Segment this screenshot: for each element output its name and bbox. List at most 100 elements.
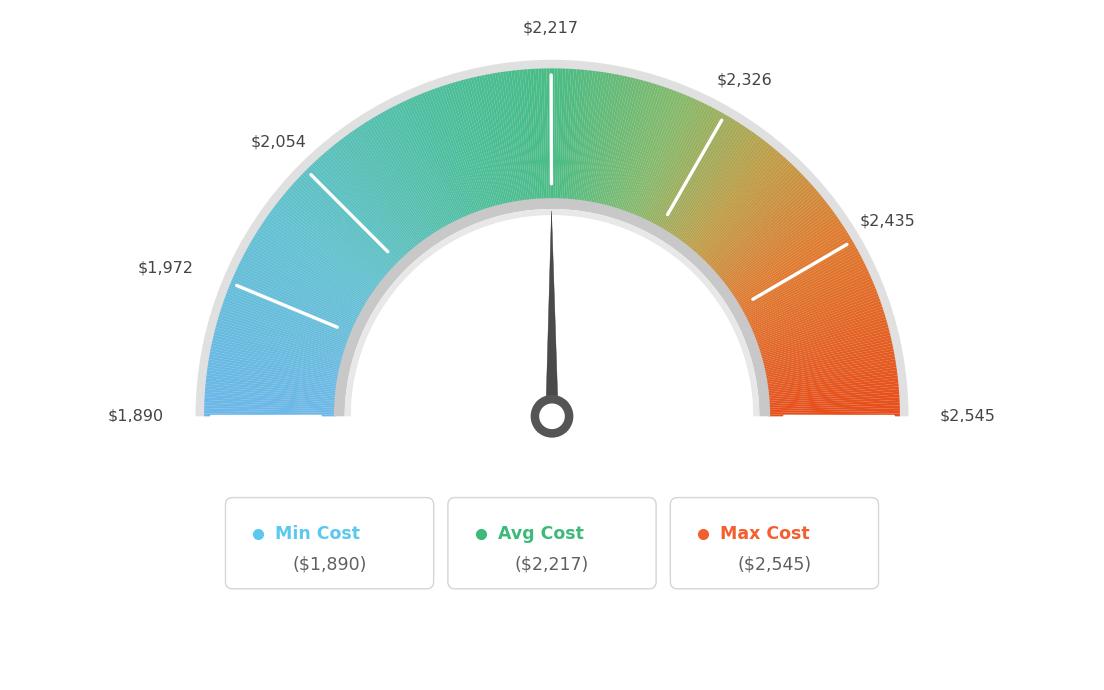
Wedge shape <box>302 172 397 266</box>
Wedge shape <box>416 95 469 217</box>
Wedge shape <box>236 268 355 326</box>
Wedge shape <box>215 327 342 362</box>
Wedge shape <box>208 367 338 388</box>
Wedge shape <box>227 288 350 338</box>
Wedge shape <box>274 205 380 286</box>
Wedge shape <box>250 241 364 309</box>
FancyBboxPatch shape <box>448 497 656 589</box>
Wedge shape <box>330 146 415 249</box>
Wedge shape <box>283 195 385 279</box>
Wedge shape <box>712 182 811 272</box>
Wedge shape <box>726 210 834 289</box>
Wedge shape <box>460 80 497 207</box>
Wedge shape <box>237 266 357 324</box>
Wedge shape <box>697 157 786 256</box>
Wedge shape <box>213 335 341 367</box>
Wedge shape <box>745 258 863 319</box>
Wedge shape <box>211 343 340 373</box>
Wedge shape <box>214 330 342 364</box>
Text: ($2,217): ($2,217) <box>514 555 590 574</box>
Wedge shape <box>581 72 601 201</box>
Wedge shape <box>729 214 837 292</box>
Wedge shape <box>204 403 336 409</box>
Wedge shape <box>628 91 678 214</box>
Wedge shape <box>365 121 437 233</box>
Wedge shape <box>380 112 446 228</box>
Wedge shape <box>742 248 858 313</box>
Wedge shape <box>208 364 338 386</box>
Wedge shape <box>468 78 501 206</box>
Wedge shape <box>422 92 473 215</box>
Wedge shape <box>571 70 585 201</box>
Wedge shape <box>241 258 359 319</box>
Wedge shape <box>533 69 542 200</box>
Wedge shape <box>766 359 895 382</box>
Wedge shape <box>404 100 461 220</box>
Wedge shape <box>768 392 900 403</box>
Wedge shape <box>647 104 708 222</box>
Wedge shape <box>617 85 659 210</box>
Wedge shape <box>669 124 743 235</box>
Wedge shape <box>535 68 543 200</box>
Wedge shape <box>768 386 899 400</box>
Wedge shape <box>354 128 431 238</box>
Wedge shape <box>624 88 670 213</box>
Wedge shape <box>204 413 336 416</box>
Text: $1,972: $1,972 <box>138 260 194 275</box>
Wedge shape <box>768 395 900 404</box>
Wedge shape <box>341 138 422 244</box>
Wedge shape <box>758 311 884 353</box>
Wedge shape <box>363 123 436 234</box>
Wedge shape <box>426 91 476 214</box>
Wedge shape <box>677 132 754 240</box>
Wedge shape <box>754 290 878 339</box>
Wedge shape <box>270 210 378 289</box>
Wedge shape <box>506 71 524 201</box>
Wedge shape <box>264 219 373 295</box>
Wedge shape <box>758 309 883 351</box>
Wedge shape <box>558 68 563 199</box>
Wedge shape <box>246 248 362 313</box>
Wedge shape <box>720 197 824 281</box>
Wedge shape <box>649 105 710 223</box>
Wedge shape <box>432 89 478 213</box>
Wedge shape <box>722 201 827 284</box>
Wedge shape <box>580 71 598 201</box>
Wedge shape <box>298 176 395 268</box>
Wedge shape <box>402 101 459 221</box>
Wedge shape <box>765 348 894 375</box>
Wedge shape <box>339 139 421 245</box>
FancyBboxPatch shape <box>225 497 434 589</box>
Wedge shape <box>733 225 845 299</box>
Wedge shape <box>604 79 638 206</box>
Wedge shape <box>765 351 894 377</box>
Wedge shape <box>768 400 900 408</box>
Wedge shape <box>698 159 788 257</box>
Wedge shape <box>447 83 488 210</box>
Wedge shape <box>445 85 487 210</box>
Wedge shape <box>681 137 761 243</box>
Wedge shape <box>574 70 591 201</box>
Wedge shape <box>594 75 623 204</box>
Wedge shape <box>263 221 373 296</box>
Wedge shape <box>372 117 442 230</box>
Wedge shape <box>495 72 518 202</box>
Wedge shape <box>637 96 690 217</box>
Wedge shape <box>696 155 784 255</box>
Wedge shape <box>221 309 346 351</box>
Wedge shape <box>466 79 500 206</box>
Wedge shape <box>768 411 900 415</box>
Wedge shape <box>295 180 393 270</box>
Wedge shape <box>457 81 495 208</box>
Wedge shape <box>743 251 860 315</box>
Wedge shape <box>711 180 809 270</box>
Wedge shape <box>204 395 336 404</box>
Wedge shape <box>761 324 889 361</box>
Wedge shape <box>689 146 774 249</box>
Wedge shape <box>634 94 686 216</box>
Wedge shape <box>749 270 869 327</box>
Wedge shape <box>348 133 426 241</box>
Text: Min Cost: Min Cost <box>275 525 360 543</box>
Wedge shape <box>220 311 346 353</box>
Wedge shape <box>513 70 530 201</box>
